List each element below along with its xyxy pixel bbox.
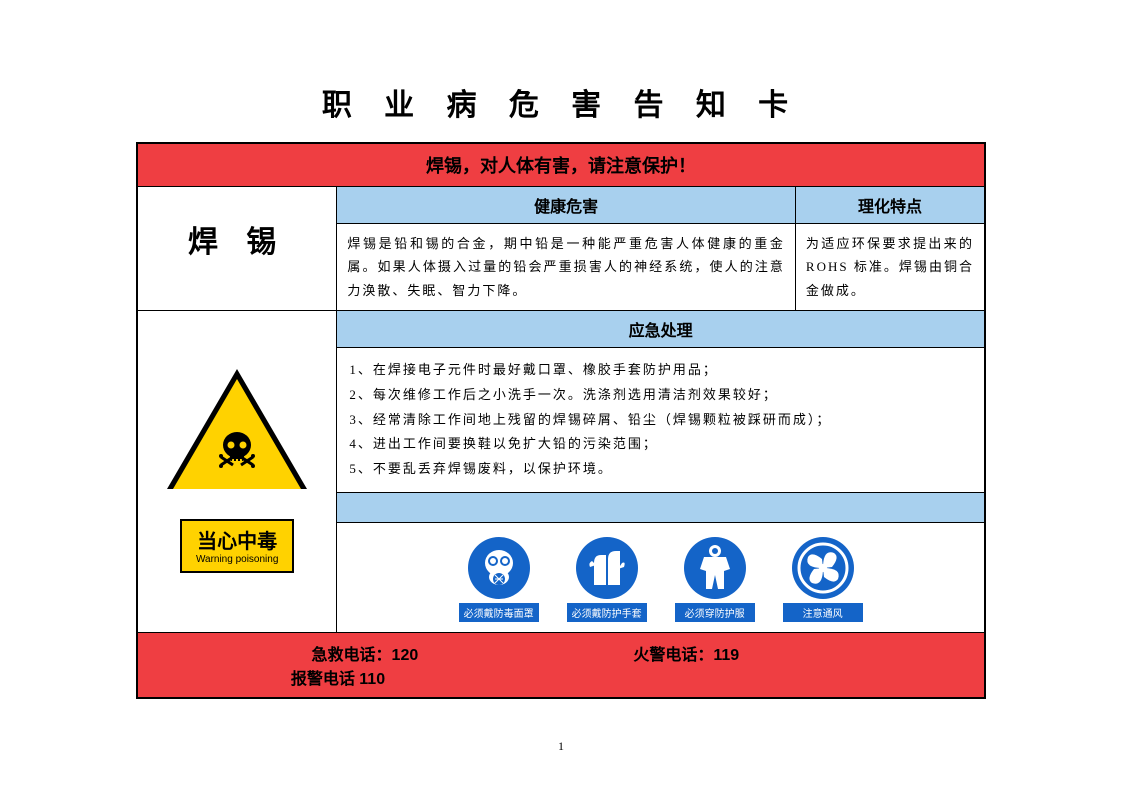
fan-icon	[792, 537, 854, 599]
emergency-phone: 急救电话：120	[238, 641, 492, 665]
physchem-body: 为适应环保要求提出来的 ROHS 标准。焊锡由铜合金做成。	[795, 224, 985, 311]
ppe-icons-row: 必须戴防毒面罩 必须戴防护手套	[337, 522, 985, 632]
ppe-mask: 必须戴防毒面罩	[459, 537, 539, 622]
ppe-suit: 必须穿防护服	[675, 537, 755, 622]
ppe-gloves: 必须戴防护手套	[567, 537, 647, 622]
emergency-item: 4、进出工作间要换鞋以免扩大铅的污染范围；	[349, 432, 972, 457]
health-hazard-heading: 健康危害	[337, 187, 796, 224]
ppe-label: 必须戴防毒面罩	[459, 603, 539, 622]
health-hazard-body: 焊锡是铅和锡的合金，期中铅是一种能严重危害人体健康的重金属。如果人体摄入过量的铅…	[337, 224, 796, 311]
ppe-label: 注意通风	[783, 603, 863, 622]
emergency-item: 2、每次维修工作后之小洗手一次。洗涤剂选用清洁剂效果较好；	[349, 383, 972, 408]
caution-text-en: Warning poisoning	[196, 554, 278, 565]
suit-icon	[684, 537, 746, 599]
page-title: 职 业 病 危 害 告 知 卡	[136, 80, 986, 124]
skull-icon	[217, 429, 257, 473]
physchem-heading: 理化特点	[795, 187, 985, 224]
ppe-label: 必须戴防护手套	[567, 603, 647, 622]
gloves-icon	[576, 537, 638, 599]
emergency-item: 3、经常清除工作间地上残留的焊锡碎屑、铅尘（焊锡颗粒被踩研而成）；	[349, 408, 972, 433]
substance-name: 焊 锡	[137, 187, 337, 311]
ppe-label: 必须穿防护服	[675, 603, 755, 622]
page-number: 1	[136, 739, 986, 754]
emergency-heading: 应急处理	[337, 311, 985, 348]
blue-spacer-row	[337, 492, 985, 522]
hazard-pictogram-cell: 当心中毒 Warning poisoning	[137, 311, 337, 632]
emergency-item: 5、不要乱丢弃焊锡废料，以保护环境。	[349, 457, 972, 482]
emergency-numbers-footer: 急救电话：120 火警电话：119 报警电话 110	[137, 632, 985, 698]
warning-triangle-icon	[167, 369, 307, 494]
caution-poisoning-sign: 当心中毒 Warning poisoning	[180, 519, 294, 573]
document-page: 职 业 病 危 害 告 知 卡 焊锡，对人体有害，请注意保护！ 焊 锡 健康危害…	[136, 0, 986, 754]
police-phone: 报警电话 110	[228, 665, 448, 689]
caution-text-cn: 当心中毒	[196, 525, 278, 554]
ppe-ventilation: 注意通风	[783, 537, 863, 622]
hazard-card-table: 焊锡，对人体有害，请注意保护！ 焊 锡 健康危害 理化特点 焊锡是铅和锡的合金，…	[136, 142, 986, 699]
mask-icon	[468, 537, 530, 599]
emergency-procedures: 1、在焊接电子元件时最好戴口罩、橡胶手套防护用品； 2、每次维修工作后之小洗手一…	[337, 348, 985, 492]
warning-header: 焊锡，对人体有害，请注意保护！	[137, 143, 985, 187]
emergency-item: 1、在焊接电子元件时最好戴口罩、橡胶手套防护用品；	[349, 358, 972, 383]
fire-phone: 火警电话：119	[576, 641, 796, 665]
